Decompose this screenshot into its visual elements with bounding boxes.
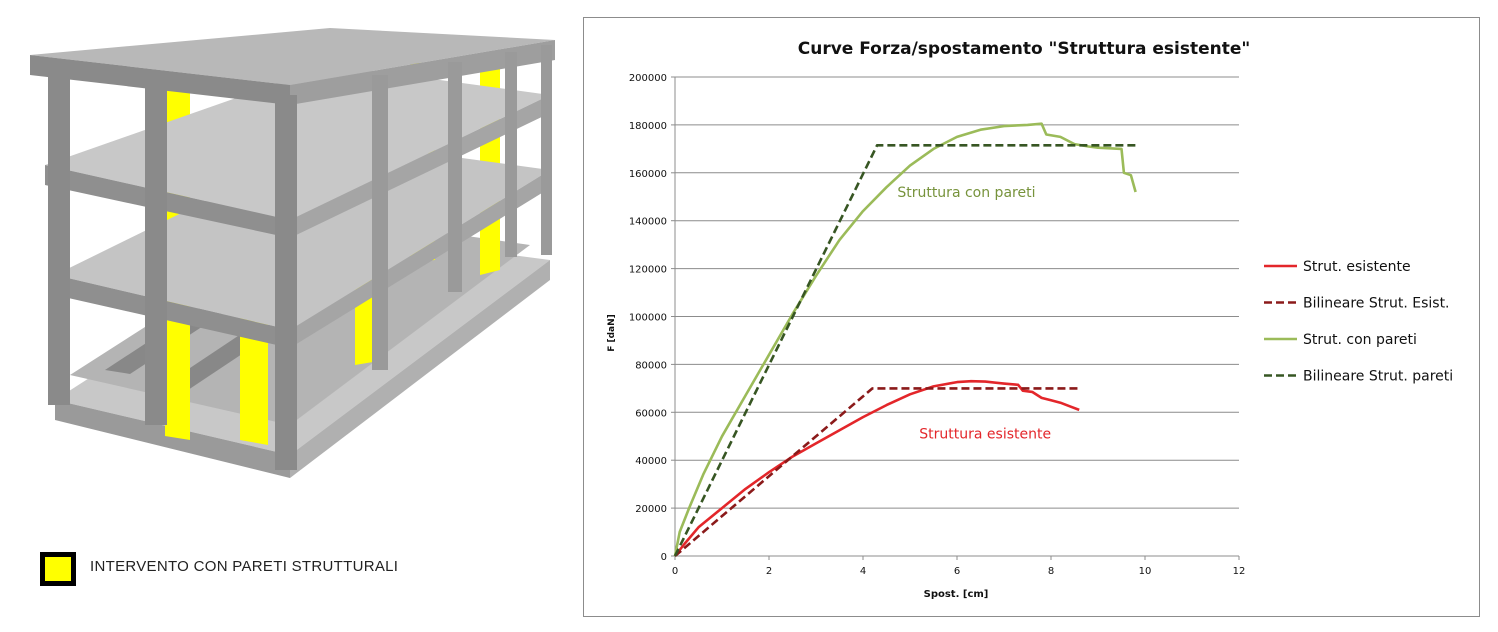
column-front-1 <box>48 75 70 405</box>
y-tick-label: 200000 <box>629 73 667 84</box>
column-side-1 <box>372 75 388 370</box>
floor-slab-1-edge <box>55 275 290 348</box>
annotation-label-2: Struttura esistente <box>919 427 1051 443</box>
y-axis-label: F [daN] <box>607 314 617 352</box>
legend-swatch-yellow <box>45 557 71 581</box>
building-illustration: INTERVENTO CON PARETI STRUTTURALI <box>0 0 580 632</box>
legend-label-3: Strut. con pareti <box>1303 332 1417 348</box>
floor-slab-2 <box>45 65 550 220</box>
chart-frame: Curve Forza/spostamento "Struttura esist… <box>583 17 1480 617</box>
legend-swatch-border <box>40 552 76 586</box>
x-tick-label: 2 <box>766 566 772 577</box>
roof-slab <box>30 28 555 85</box>
series-line-3 <box>673 122 1137 557</box>
column-side-3 <box>505 52 517 257</box>
y-tick-label: 140000 <box>629 217 667 228</box>
floor-slab-2-side <box>290 95 550 238</box>
y-tick-label: 100000 <box>629 313 667 324</box>
column-front-3 <box>275 95 297 470</box>
y-tick-label: 180000 <box>629 121 667 132</box>
x-tick-label: 0 <box>672 566 678 577</box>
y-tick-label: 80000 <box>635 360 667 371</box>
intervention-legend-label: INTERVENTO CON PARETI STRUTTURALI <box>90 558 399 575</box>
floor-slab-1 <box>55 140 550 330</box>
foundation-slab-front <box>55 400 290 478</box>
building-3d-model <box>30 28 555 478</box>
column-side-4 <box>541 45 552 255</box>
legend-label-4: Bilineare Strut. pareti <box>1303 369 1453 385</box>
x-tick-label: 10 <box>1139 566 1152 577</box>
y-tick-label: 40000 <box>635 456 667 467</box>
floor-slab-1-side <box>290 170 550 348</box>
force-displacement-chart: Curve Forza/spostamento "Struttura esist… <box>607 39 1453 600</box>
x-axis-label: Spost. [cm] <box>924 589 989 600</box>
foundation-slab-side <box>290 260 550 478</box>
annotations: Struttura con pareti Struttura esistente <box>897 185 1051 443</box>
roof-edge-side <box>290 40 555 105</box>
column-front-2 <box>145 80 167 425</box>
legend-label-1: Strut. esistente <box>1303 259 1411 275</box>
floor-slab-2-edge <box>45 165 290 238</box>
x-tick-label: 4 <box>860 566 866 577</box>
y-tick-label: 160000 <box>629 169 667 180</box>
grid-lines <box>675 76 1239 509</box>
legend-label-2: Bilineare Strut. Esist. <box>1303 296 1450 312</box>
y-tick-label: 0 <box>661 552 667 563</box>
series-line-2 <box>674 387 1080 557</box>
series-line-1 <box>673 379 1080 557</box>
chart-title: Curve Forza/spostamento "Struttura esist… <box>798 39 1251 59</box>
column-side-2 <box>448 62 462 292</box>
series-line-4 <box>673 144 1136 557</box>
chart-legend: Strut. esistente Bilineare Strut. Esist. S… <box>1264 259 1453 385</box>
annotation-label-1: Struttura con pareti <box>897 185 1035 201</box>
y-tick-label: 120000 <box>629 265 667 276</box>
y-tick-label: 60000 <box>635 408 667 419</box>
series-lines <box>673 122 1137 557</box>
x-tick-label: 12 <box>1233 566 1246 577</box>
x-tick-label: 8 <box>1048 566 1054 577</box>
axes: 0 20000 40000 60000 80000 100000 120000 140000 1… <box>629 73 1246 577</box>
x-tick-label: 6 <box>954 566 960 577</box>
y-tick-label: 20000 <box>635 504 667 515</box>
